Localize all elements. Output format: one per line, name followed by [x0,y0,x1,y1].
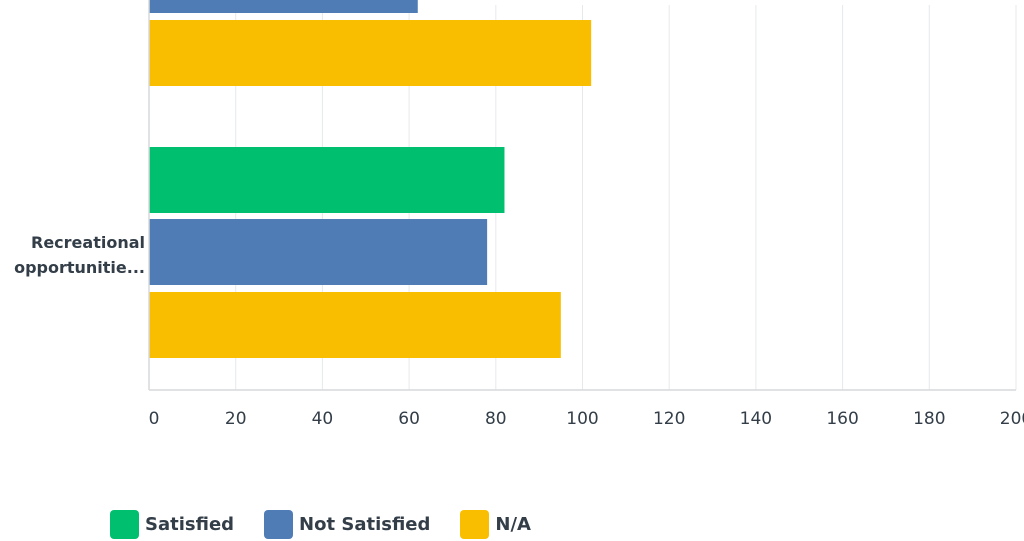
legend-swatch-satisfied [110,510,139,539]
x-tick-label: 140 [740,409,772,429]
x-tick-label: 100 [566,409,598,429]
x-tick-label: 60 [398,409,420,429]
legend-swatch-na [460,510,490,539]
legend-label-not-satisfied: Not Satisfied [299,514,431,535]
legend-label-na: N/A [495,514,531,535]
x-tick-label: 160 [826,409,858,429]
legend-label-satisfied: Satisfied [145,514,235,535]
x-tick-label: 180 [913,409,945,429]
bar-not-satisfied[interactable] [149,219,488,285]
x-tick-label: 200 [1000,409,1024,429]
legend-item-not-satisfied[interactable]: Not Satisfied [264,510,430,539]
category-label: Recreational [31,233,145,252]
x-tick-label: 40 [312,409,334,429]
bar-satisfied[interactable] [149,147,505,213]
category-label: opportunitie... [14,258,145,277]
category-labels: Recreational opportunitie... [14,233,145,277]
bar-na[interactable] [149,20,592,86]
x-axis: 0 20 40 60 80 100 120 140 160 180 200 [148,0,1024,429]
legend-item-na[interactable]: N/A [460,510,531,539]
x-tick-label: 120 [653,409,685,429]
x-tick-label: 0 [149,409,160,429]
bar-not-satisfied[interactable] [149,0,418,13]
legend-swatch-not-satisfied [264,510,294,539]
legend: Satisfied Not Satisfied N/A [110,510,561,539]
x-tick-label: 80 [485,409,507,429]
legend-item-satisfied[interactable]: Satisfied [110,510,234,539]
bars [149,0,592,358]
bar-na[interactable] [149,292,561,358]
x-tick-label: 20 [225,409,247,429]
